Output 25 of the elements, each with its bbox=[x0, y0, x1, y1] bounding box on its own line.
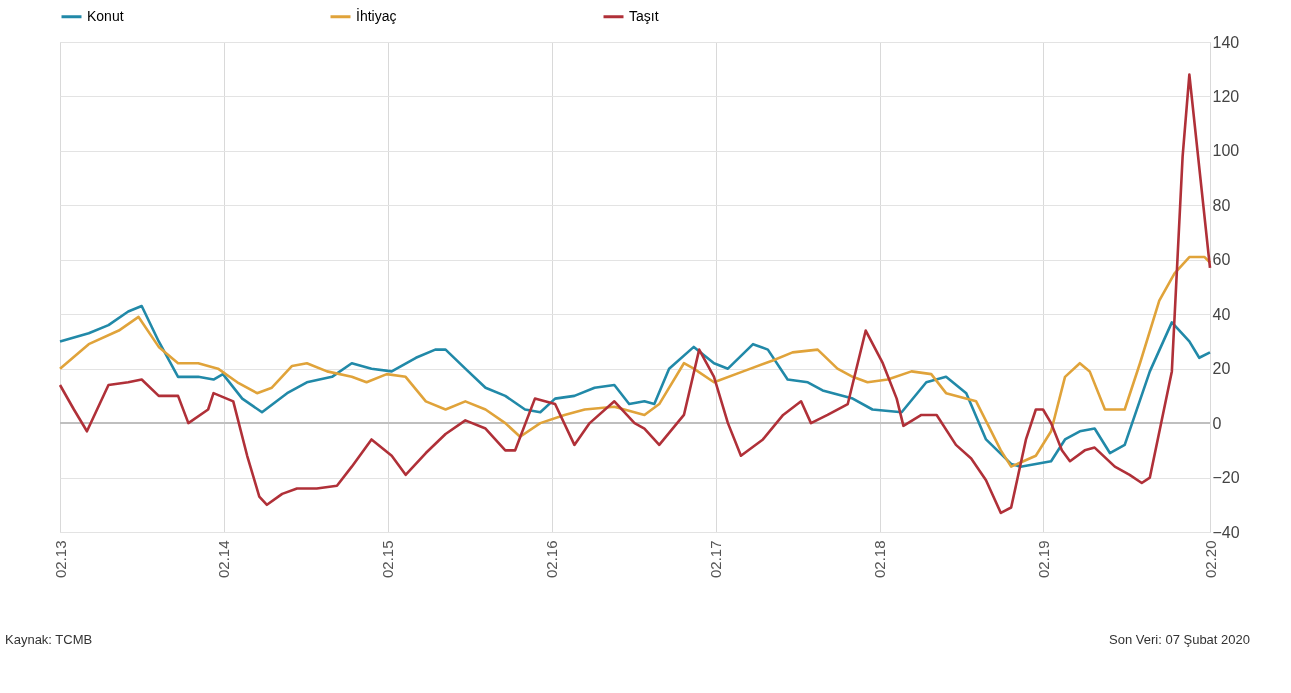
x-tick-label: 02.13 bbox=[51, 540, 69, 579]
y-tick-label: 100 bbox=[1212, 142, 1240, 160]
x-tick-label: 02.18 bbox=[871, 540, 889, 579]
text: Son Veri: 07 Şubat 2020 bbox=[1109, 632, 1250, 647]
legend-label: Taşıt bbox=[629, 7, 659, 24]
x-tick-label: 02.20 bbox=[1201, 540, 1219, 579]
x-tick-label: 02.19 bbox=[1034, 540, 1052, 579]
y-tick-label: 0 bbox=[1212, 414, 1222, 432]
text: Kaynak: TCMB bbox=[5, 632, 93, 647]
y-tick-label: 140 bbox=[1212, 33, 1240, 51]
legend-label: İhtiyaç bbox=[356, 6, 397, 24]
y-tick-label: 60 bbox=[1212, 251, 1231, 269]
y-tick-label: −40 bbox=[1212, 523, 1240, 541]
legend-label: Konut bbox=[87, 7, 124, 24]
line-series bbox=[58, 73, 1212, 515]
y-tick-label: 40 bbox=[1212, 305, 1231, 323]
y-tick-label: 120 bbox=[1212, 87, 1240, 105]
y-tick-label: 20 bbox=[1212, 360, 1231, 378]
x-tick-label: 02.14 bbox=[215, 540, 233, 579]
x-tick-label: 02.17 bbox=[707, 540, 725, 579]
x-tick-label: 02.15 bbox=[379, 540, 397, 579]
x-tick-label: 02.16 bbox=[543, 540, 561, 579]
y-tick-label: 80 bbox=[1212, 196, 1231, 214]
line-series bbox=[58, 304, 1212, 468]
y-tick-label: −20 bbox=[1212, 469, 1240, 487]
